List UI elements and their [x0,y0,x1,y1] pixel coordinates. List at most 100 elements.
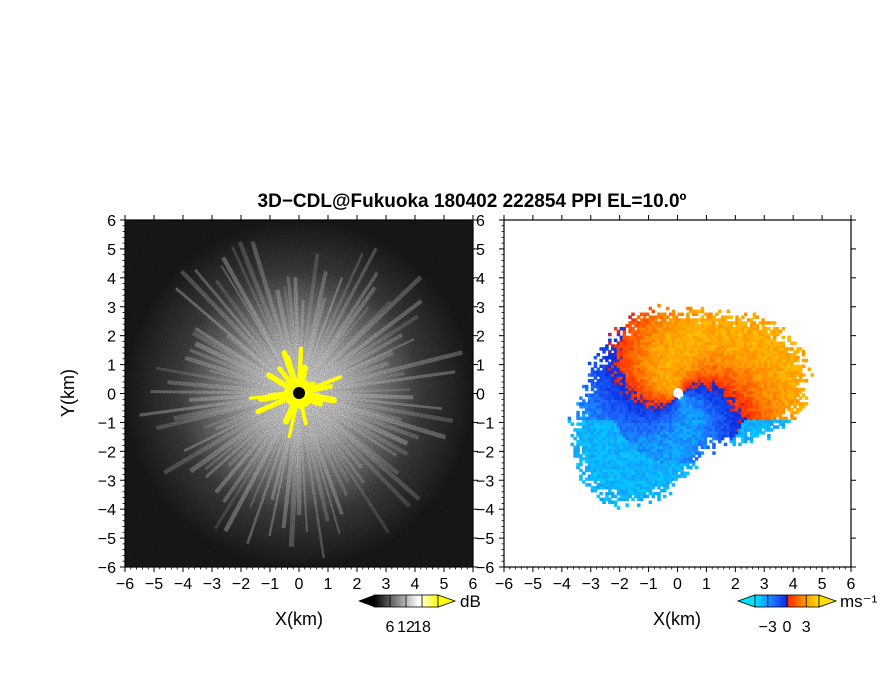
velocity-cell [691,341,696,345]
velocity-cell [654,407,658,412]
velocity-cell [720,353,725,357]
velocity-cell [775,358,780,363]
velocity-cell [671,465,676,470]
velocity-cell [642,361,647,366]
velocity-cell [798,373,803,377]
x-tick-label: −1 [639,576,657,593]
velocity-cell [700,431,705,435]
velocity-cell [697,367,702,371]
velocity-cell [726,433,731,438]
velocity-cell [775,399,780,403]
velocity-cell [749,341,754,345]
velocity-cell [642,379,647,383]
velocity-cell [746,318,751,322]
velocity-cell [657,445,661,450]
velocity-cell [587,416,592,421]
velocity-cell [582,433,586,438]
velocity-cell [793,381,797,386]
velocity-cell [732,419,736,424]
velocity-cell [631,332,635,337]
velocity-cell [691,367,696,371]
velocity-cell [717,436,722,441]
velocity-cell [654,370,658,374]
velocity-cell [729,384,734,389]
velocity-cell [590,428,595,432]
x-tick-label: −4 [174,576,192,593]
velocity-cell [605,405,609,409]
velocity-cell [628,460,632,464]
velocity-cell [735,364,739,369]
velocity-cell [706,326,710,331]
velocity-cell [677,474,681,478]
velocity-cell [634,396,638,400]
velocity-cell [648,384,653,389]
velocity-cell [628,376,632,380]
velocity-cell [631,491,635,496]
velocity-cell [631,402,635,406]
velocity-cell [645,350,650,354]
velocity-cell [616,497,621,502]
velocity-cell [723,433,728,438]
velocity-cell [651,445,655,450]
velocity-cell [778,381,783,386]
velocity-cell [741,419,745,424]
velocity-cell [732,347,736,351]
velocity-cell [619,326,624,331]
velocity-cell [764,399,768,403]
velocity-cell [761,326,765,331]
velocity-cell [697,344,702,348]
velocity-cell [599,462,603,467]
velocity-cell [590,431,595,435]
velocity-cell [723,419,728,424]
velocity-cell [634,405,638,409]
velocity-cell [622,326,627,331]
velocity-cell [668,465,673,470]
velocity-cell [755,413,760,418]
velocity-cell [599,390,603,395]
velocity-cell [608,433,612,438]
velocity-cell [663,454,667,458]
velocity-cell [752,338,757,343]
velocity-cell [691,433,696,438]
velocity-cell [764,321,768,325]
velocity-cell [694,431,699,435]
velocity-cell [634,416,638,421]
velocity-cell [677,468,681,473]
velocity-cell [689,358,693,363]
x-tick-label: −6 [495,576,513,593]
velocity-cell [726,361,731,366]
velocity-cell [665,433,670,438]
velocity-cell [784,367,788,371]
velocity-cell [697,393,702,397]
velocity-cell [642,442,647,447]
velocity-cell [651,361,655,366]
velocity-cell [642,451,647,455]
velocity-cell [694,448,699,452]
velocity-cell [686,341,690,345]
velocity-cell [749,402,754,406]
velocity-cell [790,413,794,418]
velocity-cell [772,393,777,397]
velocity-cell [746,361,751,366]
velocity-cell [752,344,757,348]
velocity-cell [781,402,786,406]
velocity-cell [778,399,783,403]
velocity-cell [741,436,745,441]
velocity-cell [590,474,595,478]
velocity-cell [645,494,650,499]
velocity-cell [610,358,615,363]
velocity-cell [663,358,667,363]
velocity-cell [668,350,673,354]
velocity-cell [758,347,762,351]
velocity-cell [671,384,676,389]
velocity-cell [616,364,621,369]
velocity-cell [697,451,702,455]
velocity-cell [761,390,765,395]
velocity-cell [772,370,777,374]
velocity-cell [587,431,592,435]
velocity-cell [631,399,635,403]
velocity-cell [686,329,690,334]
velocity-cell [689,448,693,452]
velocity-cell [741,350,745,354]
velocity-cell [764,364,768,369]
